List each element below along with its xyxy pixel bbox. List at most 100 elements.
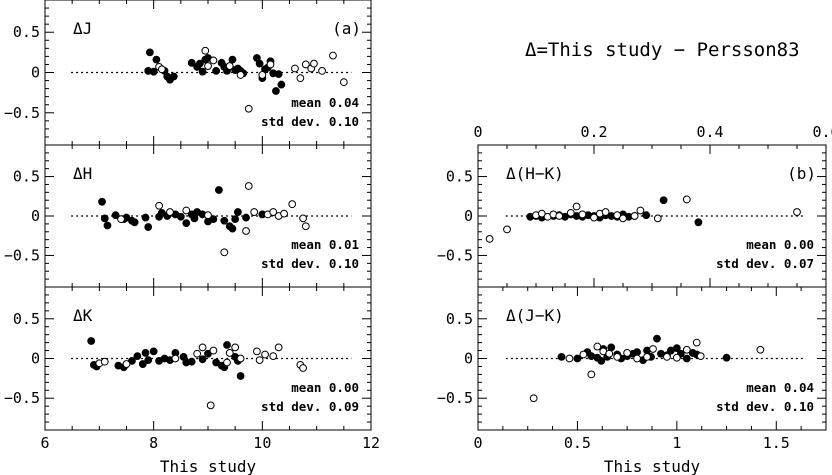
data-point-open [301,60,310,69]
data-point-filled [557,353,566,361]
data-point-open [590,213,598,222]
y-tick-label: 0 [31,207,40,225]
panel-label: ΔJ [73,19,92,38]
data-point-open [253,347,261,356]
data-point-open [529,394,538,403]
data-point-open [572,202,581,211]
data-point-open [605,349,614,358]
data-point-filled [149,67,158,76]
data-point-filled [607,343,616,352]
data-point-filled [231,215,240,224]
data-point-open [242,227,250,235]
data-point-open [566,208,575,217]
y-tick-label: 0.5 [446,168,473,186]
panel-dJK: −0.5 0 0.5 0 0.5 1 1.5 This study Δ(J−K) mean 0.0… [437,286,827,475]
data-point-open [255,356,264,364]
data-point-open [193,349,202,358]
data-point-filled [138,360,147,368]
stat-mean: mean 0.04 [291,95,359,110]
data-point-open [201,46,210,55]
data-point-open [619,214,627,223]
data-point-filled [149,347,158,356]
x-tick-label: 1.5 [763,434,790,452]
data-point-open [296,74,305,83]
data-point-filled [228,224,237,233]
y-tick-label: 0.5 [446,310,473,328]
y-tick-label: 0 [31,64,40,82]
data-point-filled [100,214,109,223]
data-point-open [578,210,587,219]
data-point-open [630,212,639,220]
y-tick-label: −0.5 [4,389,40,407]
x-axis-label: This study [604,457,701,475]
data-point-filled [133,352,142,361]
x-tick-label: 0.5 [564,434,591,452]
data-point-filled [633,348,641,357]
y-tick-label: −0.5 [437,246,473,264]
data-point-filled [198,67,207,76]
data-point-filled [214,186,223,194]
data-point-filled [272,87,280,95]
data-point-filled [223,341,231,349]
stat-std-dev: std dev. 0.10 [261,256,359,271]
data-point-filled [642,211,651,220]
data-point-open [244,182,253,190]
data-point-filled [255,59,264,68]
data-point-open [209,56,218,65]
data-point-open [579,350,588,359]
data-point-open [636,206,645,215]
data-point-open [682,195,691,204]
y-tick-label: 0 [464,207,473,225]
data-point-open [166,208,174,216]
data-point-open [225,62,234,70]
data-point-filled [236,372,245,380]
data-point-open [261,350,269,359]
data-point-filled [152,55,161,64]
data-point-open [613,211,622,220]
data-point-open [204,62,212,70]
data-point-open [266,60,275,69]
data-point-open [198,343,207,352]
data-point-open [537,209,546,218]
panel-tag: (a) [332,19,361,38]
panel-dK: −0.5 0 0.5 6 8 10 12 This study ΔK mean 0.00 std d… [4,286,380,475]
data-point-open [231,343,240,352]
data-point-filled [659,196,668,205]
data-point-open [301,222,310,231]
data-point-open [649,345,657,353]
stat-mean: mean 0.01 [291,237,359,252]
data-point-filled [198,355,207,364]
data-point-open [318,66,327,75]
data-point-open [204,211,212,220]
data-point-open [555,212,564,220]
panel-label: Δ(J−K) [506,306,564,325]
data-point-filled [573,354,582,363]
data-point-filled [87,337,96,345]
data-point-open [565,354,574,363]
data-point-open [299,364,307,372]
y-tick-label: −0.5 [437,389,473,407]
data-point-open [793,208,801,216]
y-tick-label: 0 [464,350,473,368]
data-point-open [587,370,596,379]
data-point-open [299,214,307,223]
data-point-open [623,349,632,357]
y-tick-label: 0.5 [13,168,40,186]
data-point-open [601,208,610,216]
panel-label: Δ(H−K) [506,164,564,183]
data-point-open [756,345,765,354]
data-point-open [643,353,651,361]
data-point-open [225,349,234,357]
x-tick-label: 10 [253,434,271,452]
data-point-open [274,343,283,352]
stat-std-dev: std dev. 0.10 [716,399,814,414]
data-point-filled [141,349,150,357]
data-point-filled [277,80,286,89]
data-point-open [236,354,245,363]
panel-tag: (b) [787,164,816,183]
data-point-open [157,65,166,74]
data-point-filled [653,334,661,343]
data-point-open [236,71,245,79]
data-point-filled [144,223,153,231]
stat-std-dev: std dev. 0.09 [261,399,359,414]
